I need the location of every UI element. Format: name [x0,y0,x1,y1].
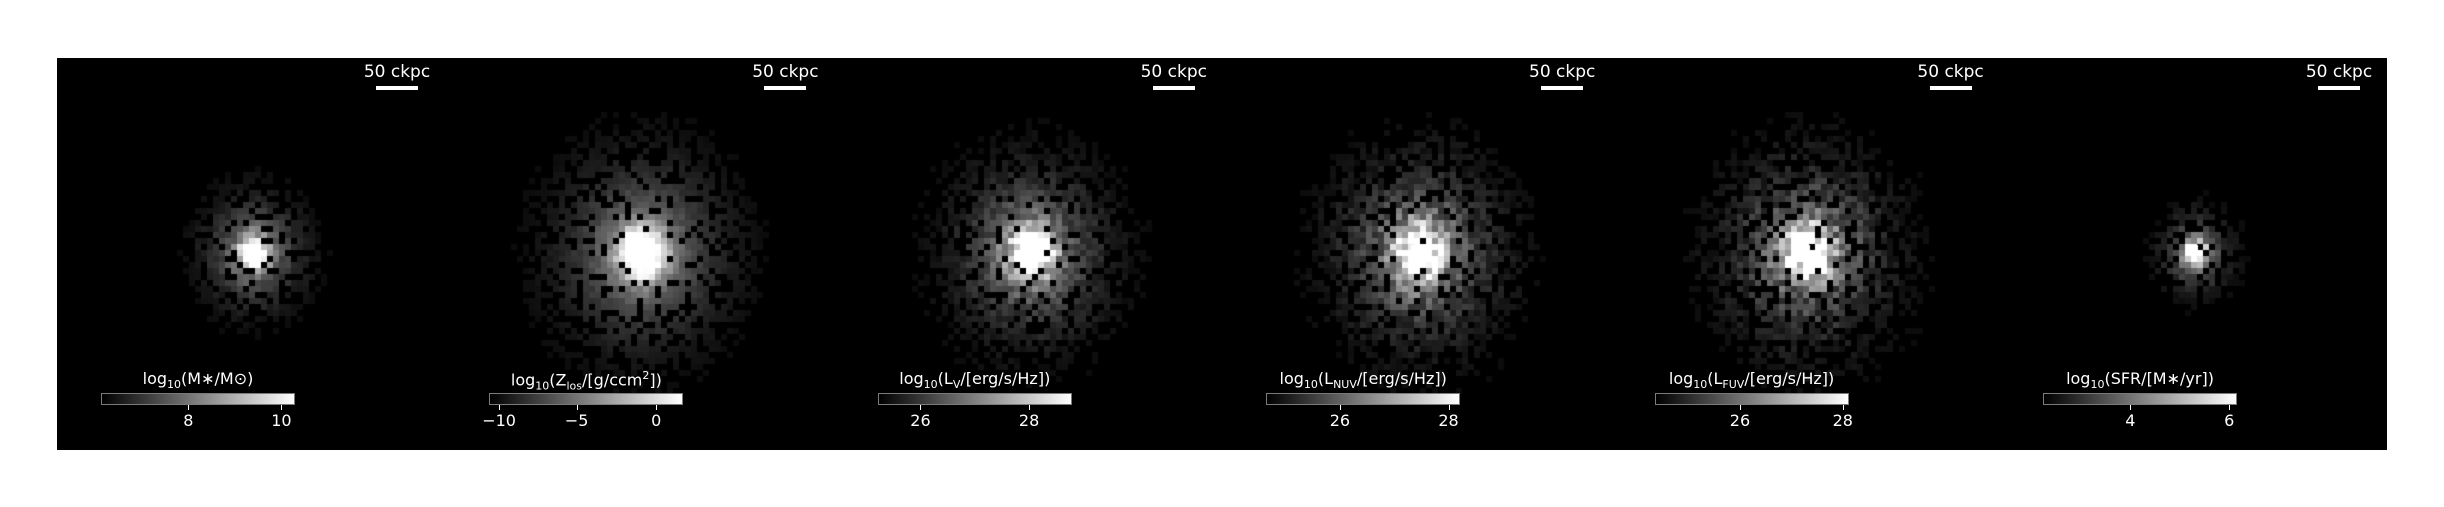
colorbar-tick [188,405,190,410]
scale-bar-label: 50 ckpc [1140,62,1207,82]
colorbar [1266,393,1461,405]
galaxy-map-strip: 50 ckpc log10(M∗/M⊙) 8 10 50 ckpc log10(Zlos/… [57,58,2387,450]
scale-bar-label: 50 ckpc [1529,62,1596,82]
colorbar [2043,393,2237,405]
colorbar-tick-label: 10 [271,411,292,430]
colorbar-tick-label: 26 [1729,411,1751,430]
scale-bar [764,86,807,90]
galaxy-image [445,58,834,450]
scale-bar [376,86,418,90]
colorbar-tick [2130,405,2132,410]
colorbar-tick [1842,405,1844,410]
colorbar-tick [576,405,578,410]
colorbar-label: log10(SFR/[M∗/yr]) [2066,369,2214,392]
galaxy-image [1610,58,1999,450]
colorbar-tick-label: 4 [2125,411,2136,430]
panel-v-band: 50 ckpc log10(LV/[erg/s/Hz]) 26 28 [833,58,1222,450]
colorbar-label: log10(LFUV/[erg/s/Hz]) [1668,369,1835,392]
colorbar-tick [1739,405,1741,410]
panel-nuv: 50 ckpc log10(LNUV/[erg/s/Hz]) 26 28 [1222,58,1611,450]
colorbar-tick-label: 26 [910,411,931,430]
scale-bar-label: 50 ckpc [2305,62,2373,82]
colorbar-tick-label: 0 [651,411,662,430]
colorbar-tick-label: 26 [1329,411,1351,430]
colorbar-tick [1339,405,1341,410]
colorbar-tick-label: 8 [183,411,194,430]
colorbar-tick-label: −5 [564,411,589,430]
scale-bar-label: 50 ckpc [1917,62,1984,82]
colorbar [1654,393,1849,405]
colorbar-tick [656,405,658,410]
colorbar [489,393,684,405]
galaxy-image [1999,58,2387,450]
colorbar-label: log10(M∗/M⊙) [142,369,254,392]
scale-bar-label: 50 ckpc [752,62,819,82]
colorbar-label: log10(LNUV/[erg/s/Hz]) [1279,369,1447,392]
colorbar-tick [281,405,283,410]
panel-sfr: 50 ckpc log10(SFR/[M∗/yr]) 4 6 [1999,58,2387,450]
galaxy-image [57,58,445,450]
scale-bar-label: 50 ckpc [363,62,431,82]
colorbar-label: log10(Zlos/[g/ccm2]) [510,369,662,393]
colorbar-tick-label: 28 [1438,411,1459,430]
colorbar-tick-label: 28 [1018,411,1040,430]
colorbar-label: log10(LV/[erg/s/Hz]) [899,369,1051,392]
colorbar-tick-label: 6 [2224,411,2235,430]
colorbar [877,393,1072,405]
panel-fuv: 50 ckpc log10(LFUV/[erg/s/Hz]) 26 28 [1610,58,1999,450]
galaxy-image [833,58,1222,450]
colorbar-tick [1448,405,1450,410]
colorbar-tick-label: 28 [1832,411,1853,430]
colorbar-tick [2229,405,2231,410]
galaxy-image [1222,58,1611,450]
panel-stellar-mass: 50 ckpc log10(M∗/M⊙) 8 10 [57,58,445,450]
scale-bar [2318,86,2360,90]
colorbar-tick-label: −10 [482,411,516,430]
scale-bar [1152,86,1195,90]
colorbar-tick [1029,405,1031,410]
colorbar-tick [499,405,501,410]
scale-bar [1541,86,1584,90]
scale-bar [1929,86,1972,90]
panel-metallicity: 50 ckpc log10(Zlos/[g/ccm2]) −10 −5 0 [445,58,834,450]
colorbar-tick [920,405,922,410]
colorbar [101,393,295,405]
